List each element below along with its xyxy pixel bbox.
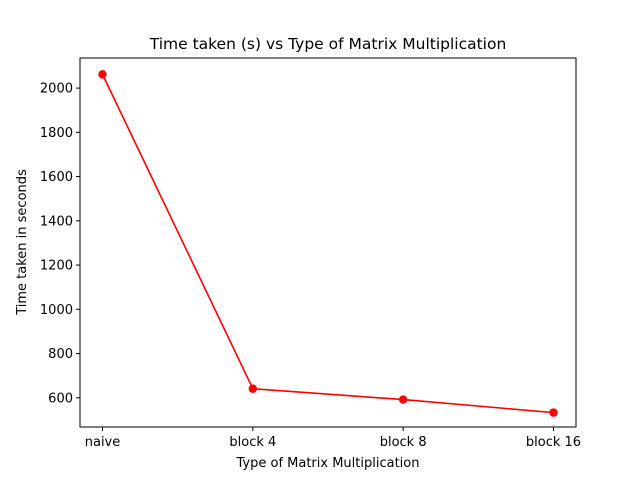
- y-tick-label: 1600: [40, 170, 73, 185]
- x-axis-label: Type of Matrix Multiplication: [236, 456, 420, 471]
- data-point: [549, 408, 558, 417]
- x-tick-label: block 8: [380, 435, 427, 450]
- y-axis-label: Time taken in seconds: [15, 169, 30, 316]
- y-tick-label: 2000: [40, 82, 73, 97]
- y-tick-label: 1200: [40, 259, 73, 274]
- y-axis: 600 800 1000 1200 1400 1600 1800 2000: [40, 82, 80, 406]
- x-axis: naive block 4 block 8 block 16: [85, 427, 581, 450]
- data-point: [398, 395, 408, 404]
- series-line: [101, 74, 554, 414]
- y-tick-label: 1800: [40, 126, 73, 141]
- y-tick-label: 600: [48, 391, 73, 406]
- data-point: [248, 384, 258, 393]
- x-tick-label: naive: [85, 435, 121, 450]
- y-tick-label: 800: [48, 347, 73, 362]
- chart-title: Time taken (s) vs Type of Matrix Multipl…: [149, 35, 507, 53]
- plot-area-frame: [79, 57, 577, 428]
- x-tick-label: block 16: [526, 435, 581, 450]
- series-group: [98, 70, 558, 417]
- data-point: [98, 70, 107, 79]
- x-tick-label: block 4: [229, 435, 276, 450]
- y-tick-label: 1000: [40, 303, 73, 318]
- y-tick-label: 1400: [40, 214, 73, 229]
